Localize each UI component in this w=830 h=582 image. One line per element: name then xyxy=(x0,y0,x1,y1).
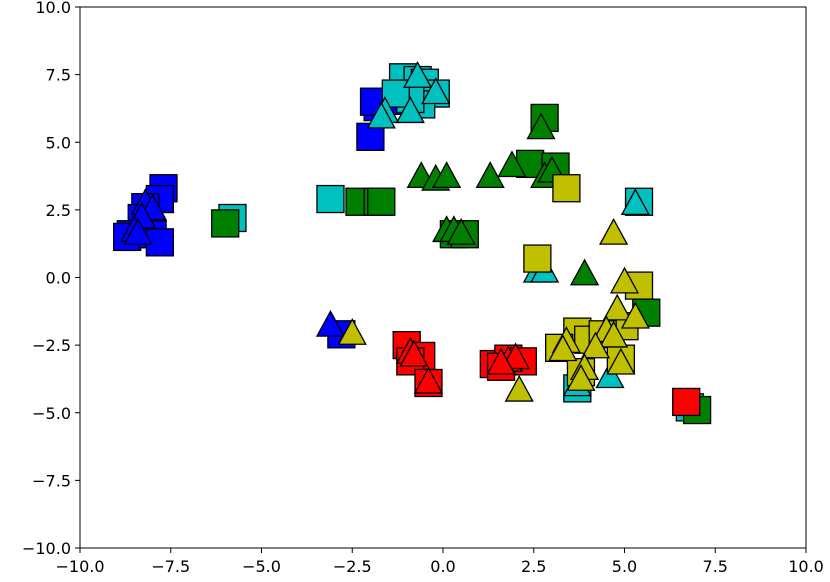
square-point xyxy=(552,174,581,203)
y-tick-label: 0.0 xyxy=(46,269,71,288)
x-tick-label: −2.5 xyxy=(333,557,372,576)
triangle-point xyxy=(402,61,433,88)
triangle-point xyxy=(123,217,153,245)
x-tick-label: 10.0 xyxy=(788,557,824,576)
square-point xyxy=(672,387,701,417)
triangle-point xyxy=(595,361,625,389)
y-tick-label: 5.0 xyxy=(46,133,71,152)
x-tick-label: −7.5 xyxy=(151,557,190,576)
square-point xyxy=(316,184,345,214)
triangle-point xyxy=(606,347,636,375)
triangle-point xyxy=(609,266,640,294)
triangle-point xyxy=(599,320,629,348)
x-tick-label: 2.5 xyxy=(521,557,546,576)
triangle-point xyxy=(504,374,534,402)
y-tick-label: 2.5 xyxy=(46,201,71,220)
square-point xyxy=(367,187,396,216)
triangle-point xyxy=(315,309,346,337)
y-tick-label: −5.0 xyxy=(32,404,71,423)
triangle-point xyxy=(413,366,444,394)
x-tick-label: 7.5 xyxy=(703,557,728,576)
triangle-point xyxy=(486,347,516,375)
triangle-point xyxy=(580,331,611,359)
triangle-point xyxy=(620,188,650,216)
triangle-point xyxy=(446,217,476,245)
triangle-point xyxy=(421,77,451,105)
x-axis-ticks: −10.0 −7.5 −5.0 −2.5 0.0 2.5 5.0 7.5 10.0 xyxy=(55,548,824,576)
square-point xyxy=(523,244,552,273)
triangle-point xyxy=(497,150,527,178)
x-tick-label: 0.0 xyxy=(430,557,455,576)
triangle-point xyxy=(399,339,429,367)
triangle-point xyxy=(620,301,650,329)
triangle-point xyxy=(599,217,629,245)
x-tick-label: −5.0 xyxy=(242,557,281,576)
triangle-point xyxy=(566,364,596,391)
triangle-point xyxy=(548,334,578,362)
triangle-point xyxy=(337,318,367,345)
x-tick-label: 5.0 xyxy=(612,557,637,576)
square-point xyxy=(211,209,240,238)
triangle-point xyxy=(432,161,462,189)
triangle-point xyxy=(526,112,556,140)
data-points xyxy=(113,61,712,425)
triangle-point xyxy=(475,161,505,189)
triangle-point xyxy=(395,96,425,124)
y-tick-label: 10.0 xyxy=(35,0,71,17)
x-tick-label: −10.0 xyxy=(55,557,104,576)
triangle-point xyxy=(569,258,600,286)
y-tick-label: 7.5 xyxy=(46,66,71,85)
y-axis-ticks: 10.0 7.5 5.0 2.5 0.0 −2.5 −5.0 −7.5 −10.0 xyxy=(22,0,80,558)
y-tick-label: −7.5 xyxy=(32,471,71,490)
y-tick-label: −2.5 xyxy=(32,336,71,355)
triangle-point xyxy=(366,101,396,129)
y-tick-label: −10.0 xyxy=(22,539,71,558)
triangle-point xyxy=(602,293,632,321)
